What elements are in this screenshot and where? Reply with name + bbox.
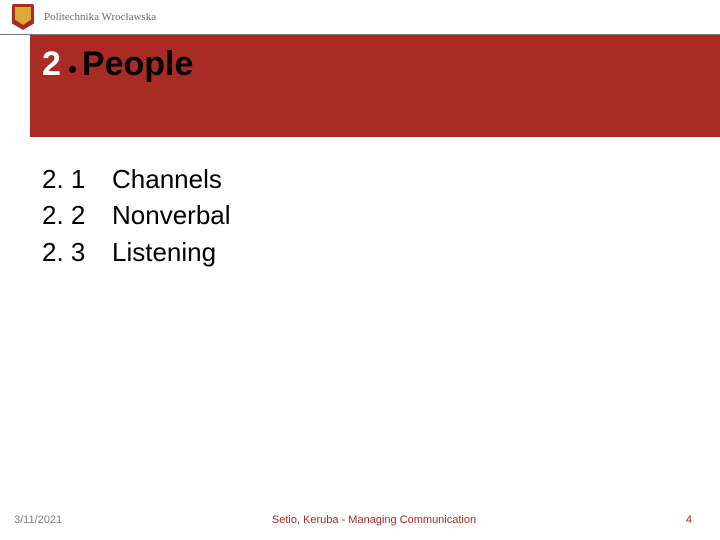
- list-item: 2. 1Channels: [42, 161, 678, 197]
- item-number: 2. 1: [42, 161, 112, 197]
- item-number: 2. 2: [42, 197, 112, 233]
- footer-center: Setio, Keruba - Managing Communication: [62, 514, 686, 526]
- slide-title: 2 People: [42, 45, 193, 84]
- list-item: 2. 2Nonverbal: [42, 197, 678, 233]
- title-band: 2 People: [0, 35, 720, 137]
- title-dot-icon: [69, 66, 76, 73]
- title-left-stripe: [0, 35, 30, 137]
- university-crest-icon: [12, 4, 34, 30]
- footer-date: 3/11/2021: [14, 514, 62, 526]
- university-name: Politechnika Wrocławska: [44, 11, 156, 23]
- footer: 3/11/2021 Setio, Keruba - Managing Commu…: [0, 514, 720, 526]
- item-label: Nonverbal: [112, 200, 231, 230]
- item-label: Listening: [112, 237, 216, 267]
- content-area: 2. 1Channels 2. 2Nonverbal 2. 3Listening: [0, 137, 720, 294]
- list-item: 2. 3Listening: [42, 234, 678, 270]
- title-word: People: [82, 45, 193, 84]
- footer-page-number: 4: [686, 514, 692, 526]
- header: Politechnika Wrocławska: [0, 0, 720, 34]
- item-label: Channels: [112, 164, 222, 194]
- item-number: 2. 3: [42, 234, 112, 270]
- title-number: 2: [42, 45, 61, 84]
